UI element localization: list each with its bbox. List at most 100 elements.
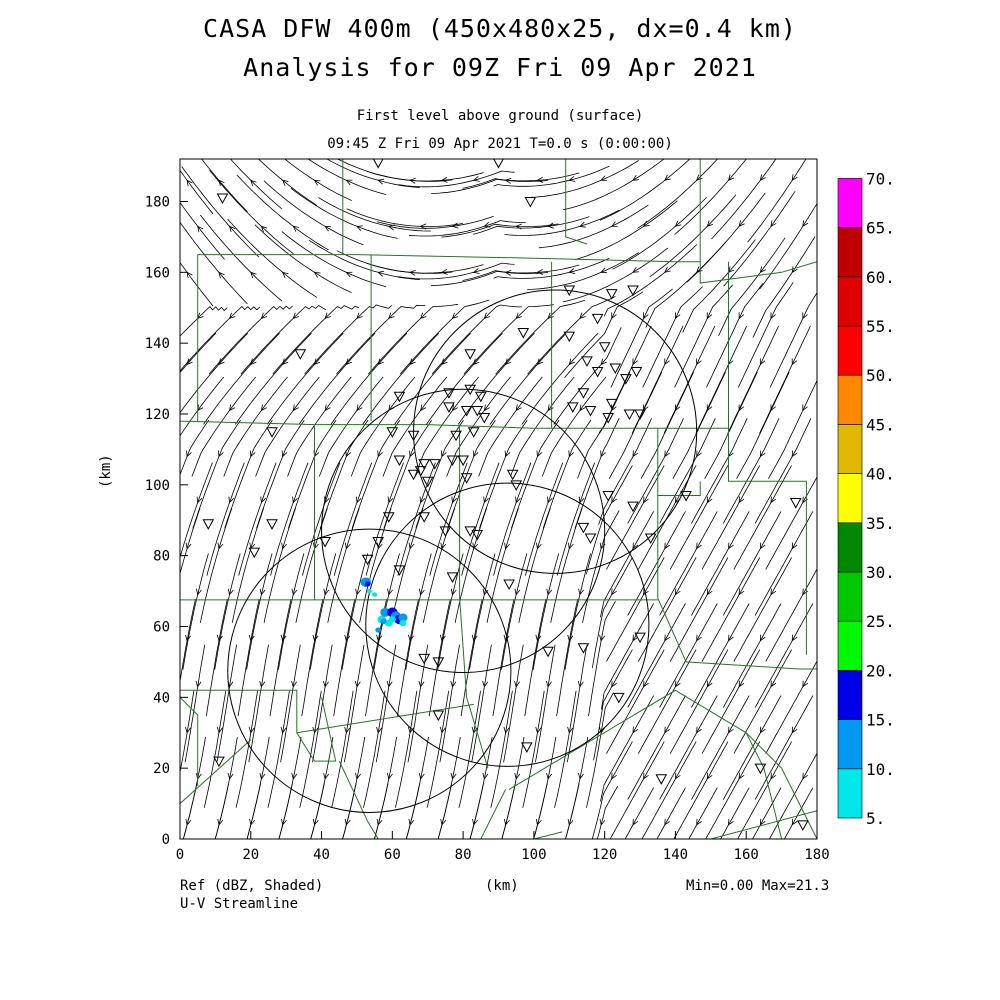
streamline-arrow xyxy=(344,726,351,734)
streamline-arrow xyxy=(313,179,321,186)
streamline-arrow xyxy=(515,404,522,412)
x-axis-label: (km) xyxy=(485,878,519,894)
streamline xyxy=(454,507,488,623)
station-marker xyxy=(655,774,668,785)
level-subtitle: First level above ground (surface) xyxy=(356,108,644,124)
streamline-arrow xyxy=(545,680,552,688)
streamline xyxy=(383,419,433,529)
streamline-arrow xyxy=(409,450,415,458)
streamline-arrow xyxy=(344,542,351,550)
streamline-arrow xyxy=(418,680,425,688)
station-marker xyxy=(680,490,692,502)
colorbar-segment xyxy=(837,473,863,524)
streamline-arrow xyxy=(728,818,734,826)
streamline xyxy=(659,511,718,616)
streamline xyxy=(631,325,684,434)
streamline-arrow xyxy=(791,634,798,642)
streamline xyxy=(431,270,548,287)
streamline xyxy=(457,332,535,425)
reflectivity-echo xyxy=(364,581,371,587)
streamline-arrow xyxy=(504,358,512,366)
streamline-arrow xyxy=(600,450,606,458)
streamline-arrow xyxy=(471,634,478,642)
streamline xyxy=(769,291,817,388)
streamline xyxy=(394,690,418,808)
streamline xyxy=(201,159,248,213)
streamline-arrow xyxy=(643,496,649,504)
streamline xyxy=(214,553,241,670)
streamline xyxy=(754,511,814,616)
streamline xyxy=(691,603,750,708)
streamline xyxy=(493,165,610,187)
colorbar-level-label: 60. xyxy=(866,268,895,287)
station-marker xyxy=(612,692,625,704)
streamline-arrow xyxy=(483,312,491,320)
streamline xyxy=(688,787,718,839)
streamline xyxy=(596,785,619,839)
streamline-arrow xyxy=(216,726,223,734)
streamline xyxy=(284,159,352,201)
station-marker xyxy=(644,533,657,544)
streamline xyxy=(255,376,320,477)
streamline-arrow xyxy=(420,404,427,412)
streamline xyxy=(458,690,481,808)
station-marker xyxy=(446,572,459,583)
streamline xyxy=(521,332,599,425)
streamline-arrow xyxy=(345,271,353,278)
streamline xyxy=(263,507,296,623)
streamline xyxy=(236,174,329,251)
streamline-arrow xyxy=(324,312,331,320)
streamline xyxy=(556,598,579,717)
streamline-arrow xyxy=(706,404,713,412)
reflectivity-echo xyxy=(399,619,407,627)
colorbar-level-label: 45. xyxy=(866,415,895,434)
y-tick-label: 0 xyxy=(162,832,170,848)
streamline xyxy=(624,787,654,839)
colorbar: 5. 10. 15. 20. 25. 30. 35. 40. 45. 50. 55. 60. 65. 70… xyxy=(837,169,895,828)
streamline xyxy=(701,465,761,570)
streamline-arrow xyxy=(600,175,608,181)
streamline-arrow xyxy=(451,222,459,229)
streamline xyxy=(598,325,652,434)
reflectivity-echo xyxy=(398,613,408,622)
streamline-arrow xyxy=(664,450,670,458)
streamline xyxy=(691,695,750,800)
streamline-arrow xyxy=(664,358,670,366)
contour-field-label: U-V Streamline xyxy=(180,896,299,912)
streamline-arrow xyxy=(706,772,713,780)
streamline xyxy=(522,690,545,808)
streamline-arrow xyxy=(345,358,353,366)
streamline xyxy=(462,172,580,189)
streamline-arrow xyxy=(312,634,319,642)
streamline-arrow xyxy=(579,312,586,320)
station-marker xyxy=(428,459,441,470)
county-line xyxy=(180,420,729,429)
streamline xyxy=(180,306,228,337)
streamline-arrow xyxy=(227,588,234,596)
streamline-arrow xyxy=(472,176,480,182)
streamline-arrow xyxy=(567,634,574,642)
streamline xyxy=(479,419,528,529)
station-marker xyxy=(563,285,576,297)
streamline-arrow xyxy=(536,176,544,183)
station-marker xyxy=(443,388,455,399)
plot-frame xyxy=(179,158,818,840)
colorbar-level-label: 30. xyxy=(866,563,895,582)
streamline-arrow xyxy=(759,818,766,826)
streamline xyxy=(601,603,654,710)
streamline-arrow xyxy=(324,225,332,232)
x-tick-label: 120 xyxy=(592,847,617,863)
axes: 0 20 40 60 80 100 120 140 160 180 0 20 40 60 80 100 120 1… xyxy=(145,195,830,864)
streamline-arrow xyxy=(706,220,714,227)
streamline xyxy=(191,376,257,477)
station-marker xyxy=(248,547,261,559)
streamline-arrow xyxy=(728,726,734,734)
reflectivity-echo xyxy=(380,618,387,625)
station-marker xyxy=(577,522,590,534)
y-tick-label: 100 xyxy=(145,478,170,494)
streamline-arrow xyxy=(450,588,457,596)
streamline xyxy=(591,741,633,839)
streamline xyxy=(669,465,729,570)
streamline xyxy=(446,376,511,477)
